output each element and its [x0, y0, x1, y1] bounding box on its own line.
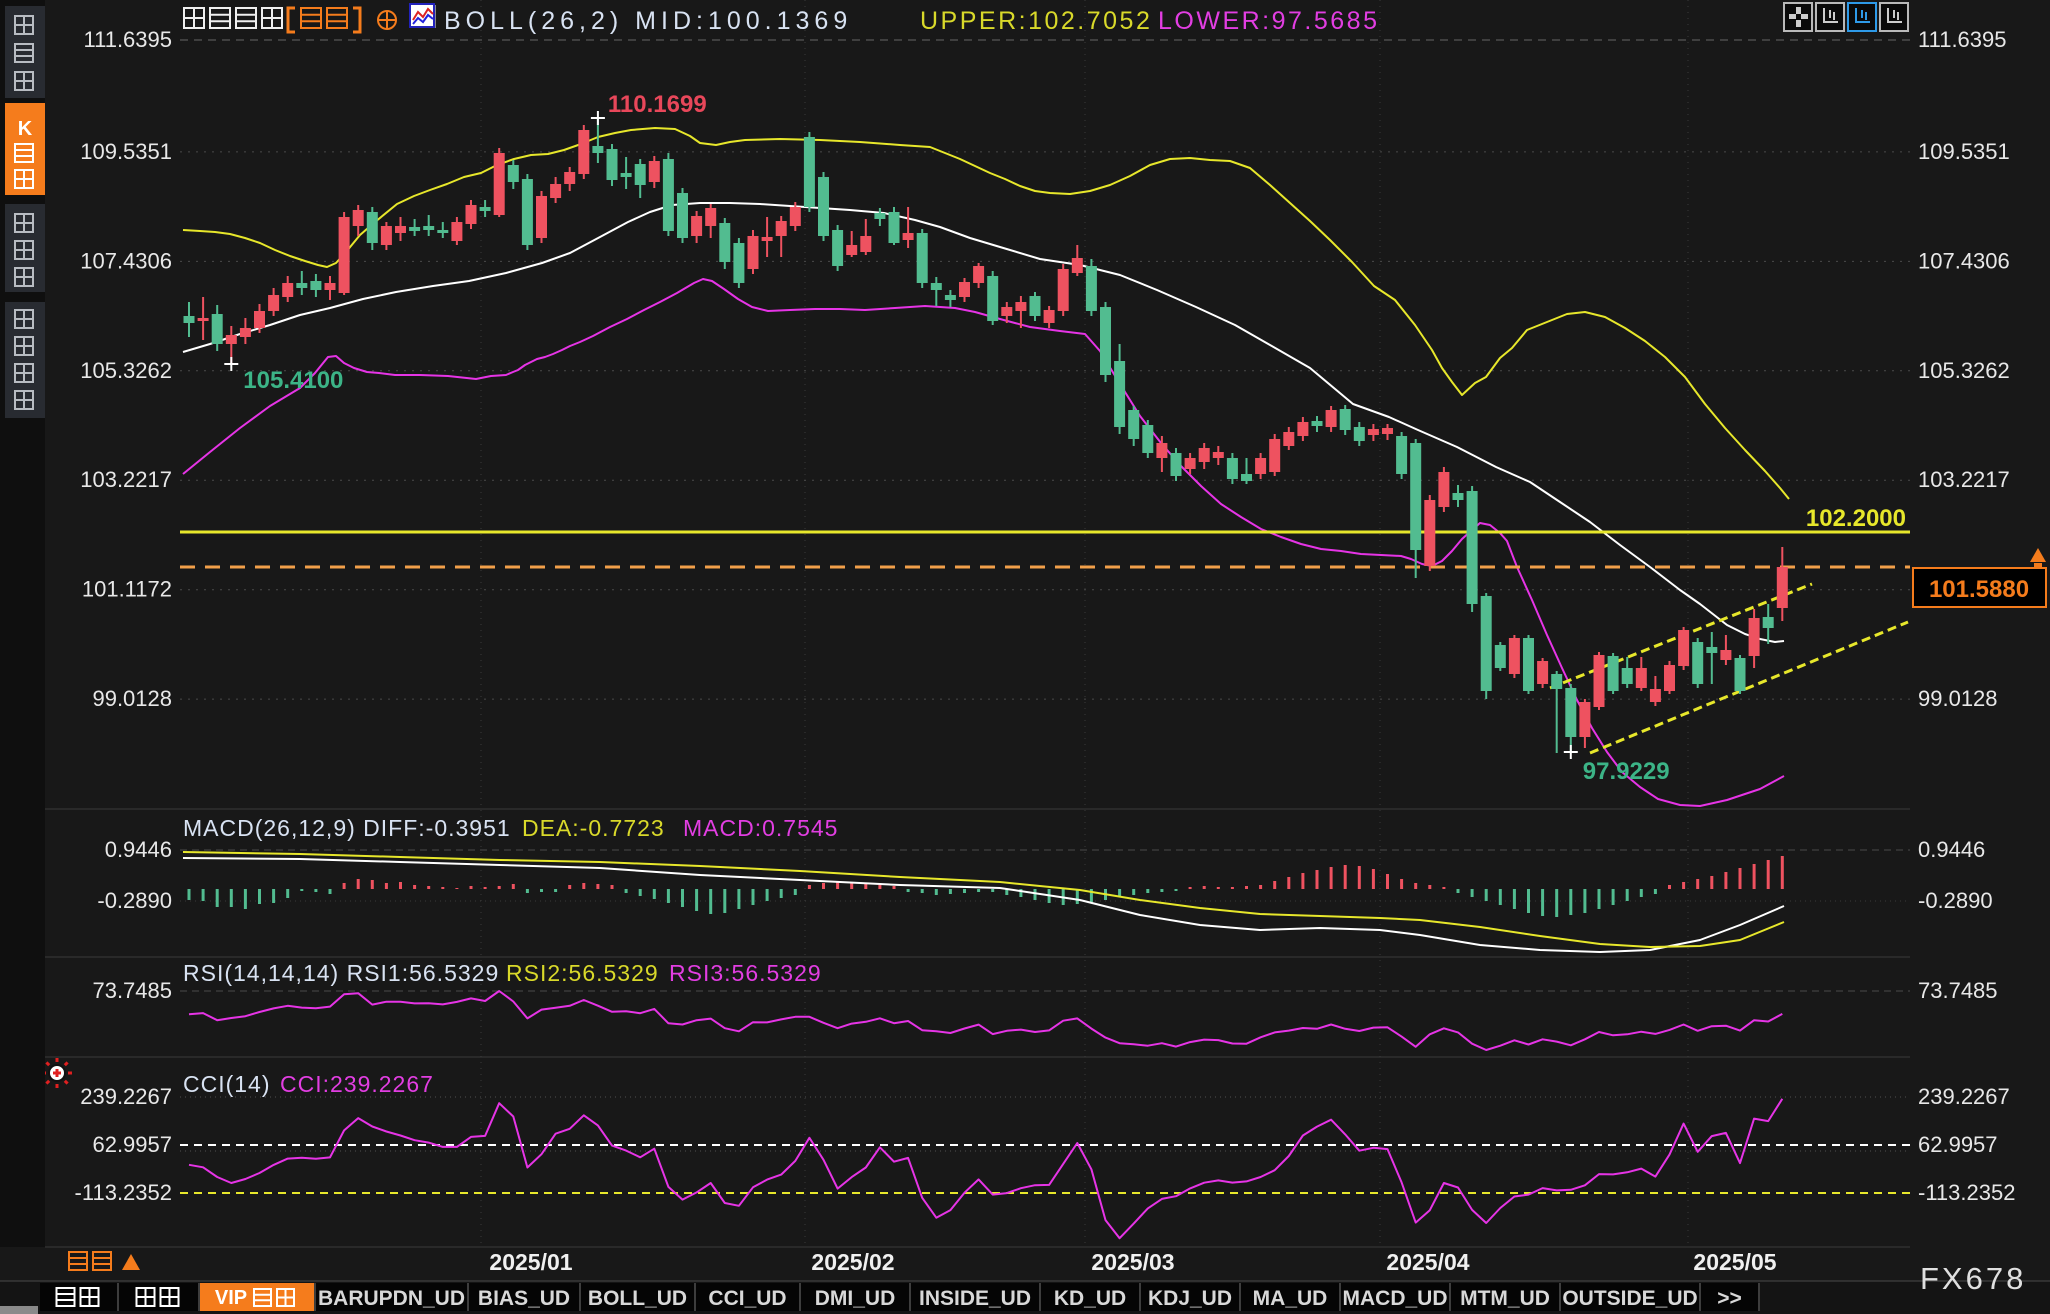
svg-text:73.7485: 73.7485 [1918, 978, 1998, 1003]
svg-text:KD_UD: KD_UD [1054, 1287, 1126, 1310]
svg-text:105.3262: 105.3262 [1918, 358, 2010, 383]
svg-text:2025/05: 2025/05 [1693, 1249, 1776, 1275]
svg-text:RSI3:56.5329: RSI3:56.5329 [669, 960, 822, 986]
svg-text:2025/04: 2025/04 [1386, 1249, 1469, 1275]
svg-text:-113.2352: -113.2352 [1918, 1180, 2015, 1205]
svg-text:99.0128: 99.0128 [1918, 686, 1998, 711]
svg-text:MA_UD: MA_UD [1253, 1287, 1328, 1310]
svg-text:110.1699: 110.1699 [608, 91, 707, 118]
svg-text:DMI_UD: DMI_UD [815, 1287, 896, 1310]
svg-text:111.6395: 111.6395 [1918, 27, 2007, 52]
svg-text:107.4306: 107.4306 [1918, 248, 2010, 273]
svg-text:BIAS_UD: BIAS_UD [478, 1287, 570, 1310]
svg-text:BOLL(26,2) MID:100.1369: BOLL(26,2) MID:100.1369 [444, 7, 852, 35]
svg-text:73.7485: 73.7485 [92, 978, 172, 1003]
svg-text:0.9446: 0.9446 [105, 837, 172, 862]
svg-text:2025/01: 2025/01 [489, 1249, 572, 1275]
svg-text:-113.2352: -113.2352 [75, 1180, 172, 1205]
svg-text:107.4306: 107.4306 [80, 248, 172, 273]
svg-text:-0.2890: -0.2890 [1918, 888, 1993, 913]
svg-text:239.2267: 239.2267 [1918, 1084, 2010, 1109]
svg-text:-0.2890: -0.2890 [97, 888, 172, 913]
svg-text:97.9229: 97.9229 [1583, 758, 1670, 785]
svg-text:OUTSIDE_UD: OUTSIDE_UD [1562, 1287, 1697, 1310]
svg-text:RSI(14,14,14) RSI1:56.5329: RSI(14,14,14) RSI1:56.5329 [183, 960, 499, 986]
svg-text:105.4100: 105.4100 [243, 367, 343, 394]
svg-text:KDJ_UD: KDJ_UD [1148, 1287, 1232, 1310]
svg-text:62.9957: 62.9957 [92, 1132, 172, 1157]
svg-text:CCI(14): CCI(14) [183, 1071, 271, 1097]
svg-text:MACD_UD: MACD_UD [1343, 1287, 1448, 1310]
svg-text:CCI_UD: CCI_UD [708, 1287, 786, 1310]
svg-text:LOWER:97.5685: LOWER:97.5685 [1158, 7, 1380, 35]
svg-text:BARUPDN_UD: BARUPDN_UD [318, 1287, 465, 1310]
svg-text:2025/03: 2025/03 [1091, 1249, 1174, 1275]
svg-text:CCI:239.2267: CCI:239.2267 [280, 1071, 434, 1097]
svg-text:103.2217: 103.2217 [80, 467, 172, 492]
svg-text:>>: >> [1717, 1287, 1742, 1310]
svg-text:99.0128: 99.0128 [92, 686, 172, 711]
svg-text:MACD:0.7545: MACD:0.7545 [683, 815, 838, 841]
svg-text:K: K [18, 118, 33, 140]
svg-text:INSIDE_UD: INSIDE_UD [919, 1287, 1031, 1310]
svg-text:DEA:-0.7723: DEA:-0.7723 [522, 815, 665, 841]
svg-text:101.1172: 101.1172 [82, 577, 172, 602]
svg-text:62.9957: 62.9957 [1918, 1132, 1998, 1157]
svg-text:MACD(26,12,9) DIFF:-0.3951: MACD(26,12,9) DIFF:-0.3951 [183, 815, 511, 841]
svg-text:103.2217: 103.2217 [1918, 467, 2010, 492]
svg-text:FX678: FX678 [1920, 1261, 2026, 1296]
svg-text:111.6395: 111.6395 [84, 27, 173, 52]
svg-text:RSI2:56.5329: RSI2:56.5329 [506, 960, 659, 986]
svg-text:109.5351: 109.5351 [80, 139, 172, 164]
svg-text:101.5880: 101.5880 [1929, 576, 2029, 603]
svg-text:239.2267: 239.2267 [80, 1084, 172, 1109]
svg-text:VIP: VIP [215, 1287, 247, 1309]
svg-text:102.2000: 102.2000 [1806, 505, 1906, 532]
svg-text:109.5351: 109.5351 [1918, 139, 2010, 164]
svg-text:MTM_UD: MTM_UD [1460, 1287, 1550, 1310]
svg-text:2025/02: 2025/02 [811, 1249, 894, 1275]
svg-text:105.3262: 105.3262 [80, 358, 172, 383]
svg-text:UPPER:102.7052: UPPER:102.7052 [920, 7, 1152, 35]
svg-text:BOLL_UD: BOLL_UD [588, 1287, 687, 1310]
svg-text:0.9446: 0.9446 [1918, 837, 1985, 862]
